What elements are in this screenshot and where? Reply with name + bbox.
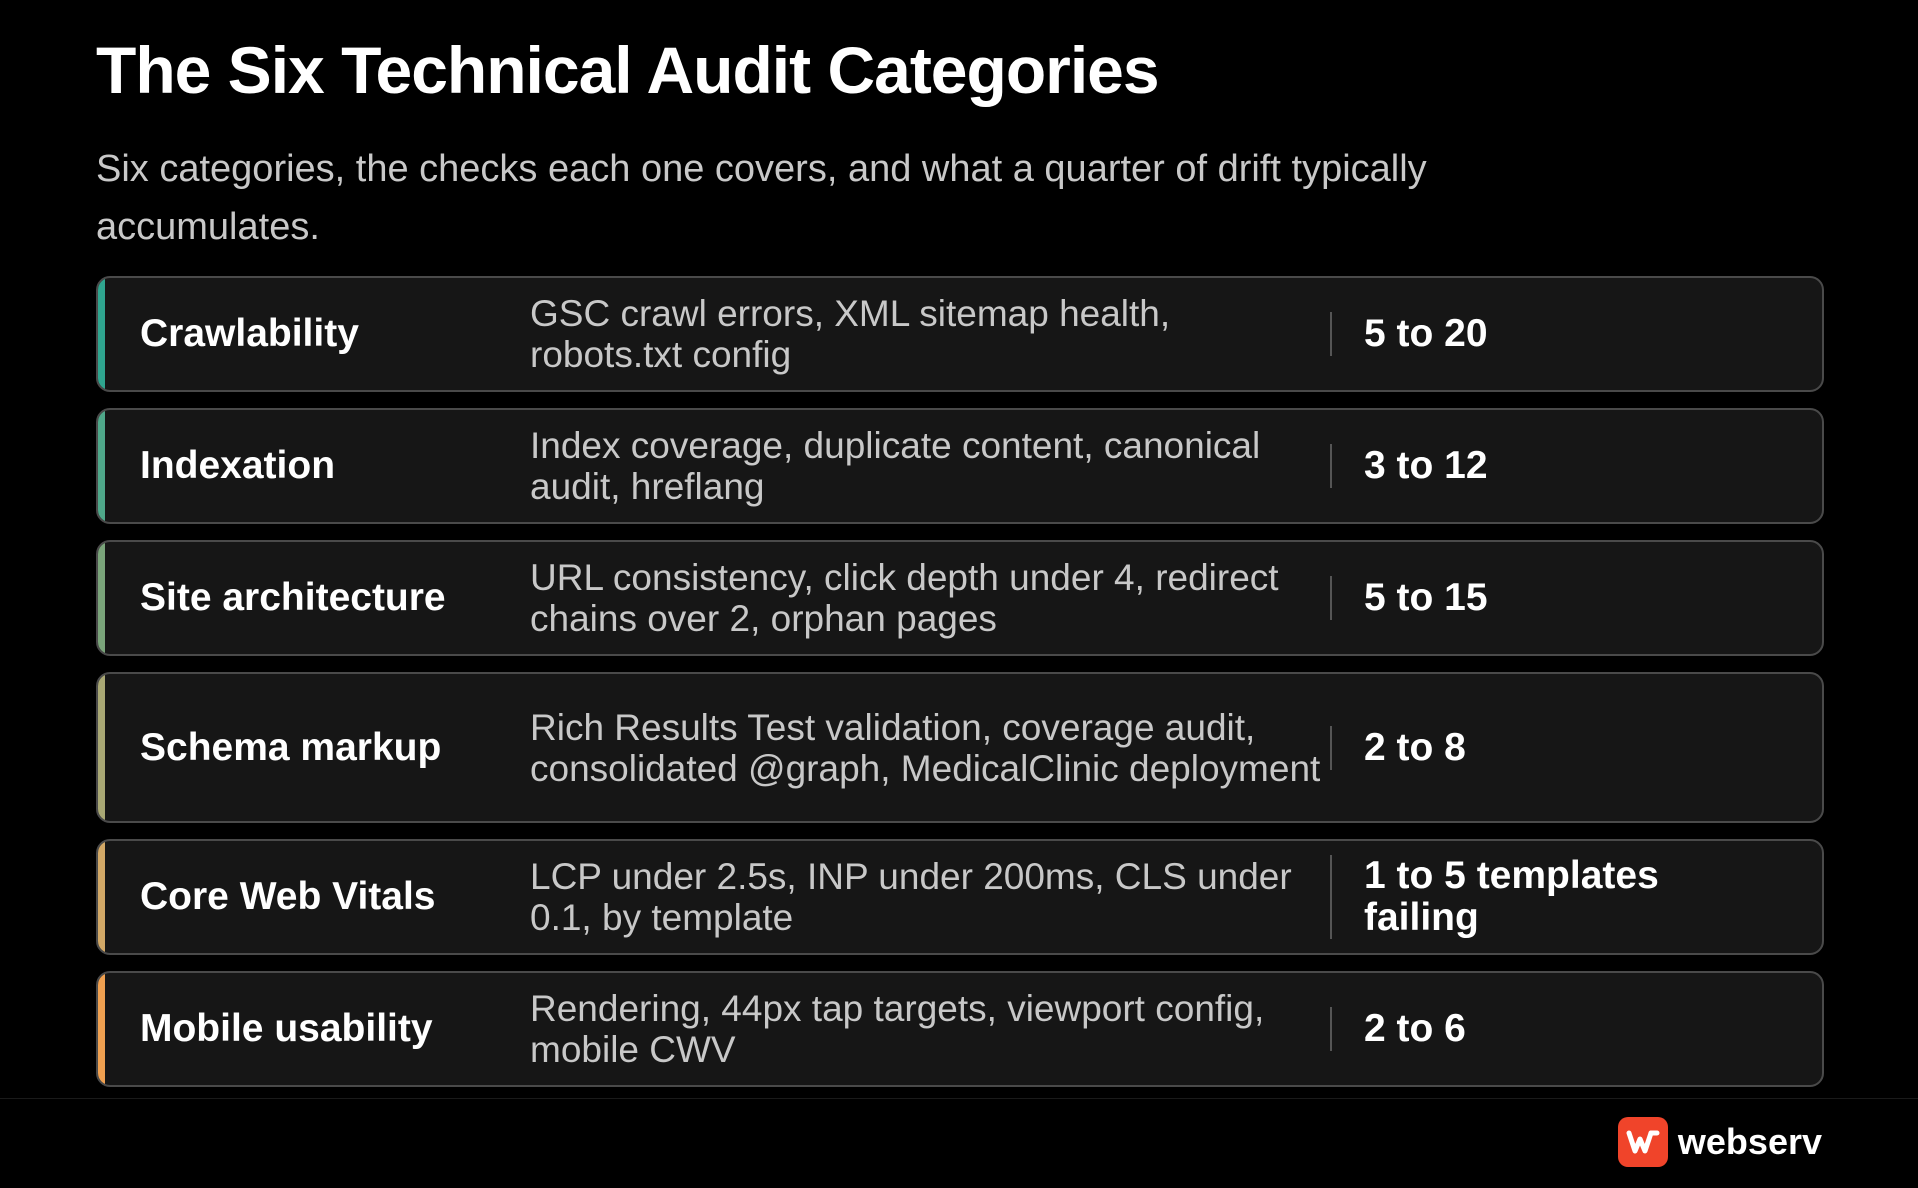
column-divider [1330,1007,1332,1051]
page-title: The Six Technical Audit Categories [96,33,1160,107]
category-name: Mobile usability [140,1007,433,1050]
category-name: Crawlability [140,312,359,355]
row-accent-bar [98,542,105,654]
category-list: Crawlability GSC crawl errors, XML sitem… [96,276,1824,1103]
column-divider [1330,576,1332,620]
category-row-crawlability: Crawlability GSC crawl errors, XML sitem… [96,276,1824,392]
category-row-indexation: Indexation Index coverage, duplicate con… [96,408,1824,524]
row-accent-bar [98,278,105,390]
category-row-mobile-usability: Mobile usability Rendering, 44px tap tar… [96,971,1824,1087]
row-accent-bar [98,973,105,1085]
category-typical-count: 3 to 12 [1364,444,1488,487]
row-accent-bar [98,841,105,953]
category-checks: Rendering, 44px tap targets, viewport co… [530,988,1265,1070]
category-name: Indexation [140,444,336,487]
column-divider [1330,444,1332,488]
category-name: Schema markup [140,725,442,769]
brand-name: webserv [1677,1121,1822,1162]
category-name: Site architecture [140,576,446,619]
row-accent-bar [98,410,105,522]
category-typical-count: 2 to 6 [1364,1007,1466,1050]
category-typical-count: 2 to 8 [1364,725,1466,769]
column-divider [1330,855,1332,939]
column-divider [1330,725,1332,770]
brand-footer: webserv [1617,1117,1822,1167]
category-typical-count: 1 to 5 templates failing [1364,854,1659,939]
row-accent-bar [98,674,105,821]
webserv-logo-icon [1617,1117,1668,1167]
category-checks: LCP under 2.5s, INP under 200ms, CLS und… [530,856,1292,938]
footer-divider [0,1098,1918,1099]
category-typical-count: 5 to 20 [1364,312,1488,355]
page-subtitle: Six categories, the checks each one cove… [96,148,1427,248]
column-divider [1330,312,1332,356]
category-row-site-architecture: Site architecture URL consistency, click… [96,540,1824,656]
category-checks: Rich Results Test validation, coverage a… [530,706,1321,789]
category-name: Core Web Vitals [140,875,436,918]
category-checks: URL consistency, click depth under 4, re… [530,557,1279,639]
category-row-schema-markup: Schema markup Rich Results Test validati… [96,672,1824,823]
category-typical-count: 5 to 15 [1364,576,1488,619]
category-row-core-web-vitals: Core Web Vitals LCP under 2.5s, INP unde… [96,839,1824,955]
category-checks: GSC crawl errors, XML sitemap health, ro… [530,293,1171,375]
category-checks: Index coverage, duplicate content, canon… [530,425,1261,507]
